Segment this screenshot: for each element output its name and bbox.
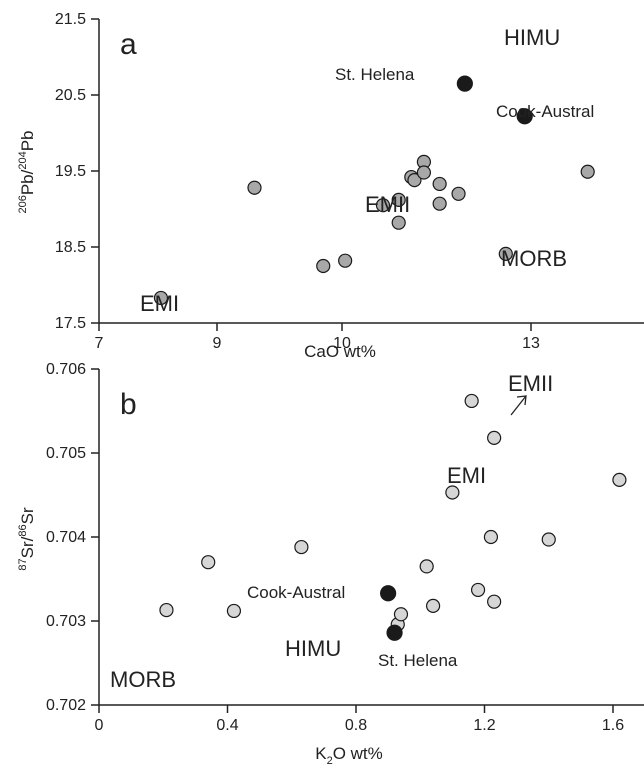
b-x-tick-label: 0.8 [345, 717, 367, 734]
panel-a-label-himu: HIMU [504, 25, 560, 50]
b-grey-point [487, 430, 502, 445]
a-y-tick-label: 21.5 [55, 11, 86, 28]
b-grey-point [464, 393, 479, 409]
b-y-tick-label: 0.705 [46, 445, 86, 462]
b-grey-point [487, 594, 502, 609]
panel-a-y-title-sup2: 204 [17, 151, 29, 169]
panel-b-label-emii: EMII [508, 371, 553, 396]
panel-b-label-cook-austral: Cook-Austral [247, 583, 345, 602]
panel-b-label-morb: MORB [110, 667, 176, 692]
panel-b-x-title-a: K [315, 744, 327, 763]
panel-b-label-emi: EMI [447, 463, 486, 488]
a-grey-point [316, 258, 331, 274]
a-y-tick-label: 18.5 [55, 239, 86, 256]
a-black-point [516, 108, 533, 125]
b-grey-point [612, 472, 627, 487]
b-grey-point [294, 539, 309, 555]
b-black-point [380, 585, 397, 602]
a-grey-point [416, 165, 431, 180]
b-x-tick-label: 1.2 [473, 717, 495, 734]
a-grey-point [498, 246, 513, 261]
b-y-tick-label: 0.704 [46, 529, 86, 546]
panel-b-x-title-b: O wt% [333, 744, 383, 763]
panel-b-x-axis-title: K2O wt% [315, 744, 383, 767]
panel-a-label-cook-austral: Cook-Austral [496, 102, 594, 121]
b-y-tick-label: 0.703 [46, 613, 86, 630]
a-x-tick-label: 7 [95, 335, 104, 352]
panel-a-x-ticks: 7 9 10 13 [95, 323, 540, 352]
a-y-tick-label: 19.5 [55, 163, 86, 180]
a-y-tick-label: 20.5 [55, 87, 86, 104]
panel-a-label-st-helena: St. Helena [335, 65, 415, 84]
panel-a-label-morb: MORB [501, 246, 567, 271]
panel-b-letter: b [120, 388, 137, 421]
a-grey-point [432, 176, 447, 192]
panel-b-label-st-helena: St. Helena [378, 651, 458, 670]
panel-a-y-title-mid: Pb/ [18, 169, 37, 195]
panel-b-y-title-mid: Sr/ [18, 536, 37, 558]
b-grey-point [159, 602, 174, 618]
a-x-tick-label: 13 [522, 335, 540, 352]
panel-a: 17.518.519.520.521.5 7 9 10 13 CaO wt% 206P… [17, 11, 644, 361]
a-grey-point [451, 186, 466, 201]
panel-b-y-title-end: Sr [18, 507, 37, 524]
a-grey-point [407, 173, 422, 188]
b-grey-point [541, 532, 556, 547]
b-y-tick-label: 0.706 [46, 361, 86, 378]
a-black-point [456, 75, 473, 92]
b-grey-point [426, 598, 441, 613]
panel-b-y-title-sup1: 87 [17, 558, 29, 570]
a-grey-point [375, 198, 391, 213]
a-grey-point [338, 253, 353, 268]
a-grey-point [432, 196, 447, 211]
panel-b-x-title-sub: 2 [327, 755, 333, 767]
b-grey-point [445, 485, 460, 500]
a-x-tick-label: 9 [213, 335, 222, 352]
panel-b-points [159, 393, 627, 641]
panel-b-label-himu: HIMU [285, 636, 341, 661]
panel-a-y-title-end: Pb [18, 130, 37, 151]
b-grey-point [470, 582, 486, 598]
panel-a-y-ticks: 17.5 18.5 19.5 20.5 21.5 [55, 11, 99, 332]
b-grey-point [483, 529, 499, 545]
panel-a-y-axis-title: 206Pb/204Pb [17, 130, 37, 213]
a-grey-point [153, 290, 169, 306]
panel-b-y-title-sup2: 86 [17, 524, 29, 536]
panel-a-x-axis-title: CaO wt% [304, 342, 376, 361]
b-x-tick-label: 0 [95, 717, 104, 734]
panel-b-emii-arrow-icon [510, 395, 527, 416]
panel-a-y-title-sup1: 206 [17, 195, 29, 213]
b-grey-point [226, 603, 242, 619]
a-y-tick-label: 17.5 [55, 315, 86, 332]
panel-a-letter: a [120, 28, 137, 61]
b-grey-point [419, 559, 434, 574]
a-grey-point [391, 215, 406, 230]
a-x-tick-label: 10 [333, 335, 351, 352]
panel-a-label-emi: EMI [140, 291, 179, 316]
b-grey-point [201, 555, 216, 570]
panel-b-y-axis-title: 87Sr/86Sr [17, 507, 37, 571]
b-x-tick-label: 1.6 [602, 717, 624, 734]
b-x-tick-label: 0.4 [216, 717, 238, 734]
b-grey-point [393, 607, 409, 622]
b-black-point [386, 624, 403, 641]
a-grey-point [391, 192, 406, 207]
a-grey-point [580, 164, 595, 179]
b-y-tick-label: 0.702 [46, 697, 86, 714]
panel-b-x-ticks: 0 0.4 0.8 1.2 1.6 [95, 705, 624, 734]
panel-a-points [153, 75, 595, 306]
panel-a-label-emii: EMII [365, 192, 410, 217]
panel-b-y-ticks: 0.702 0.703 0.704 0.705 0.706 [46, 361, 99, 714]
a-grey-point [247, 180, 262, 195]
